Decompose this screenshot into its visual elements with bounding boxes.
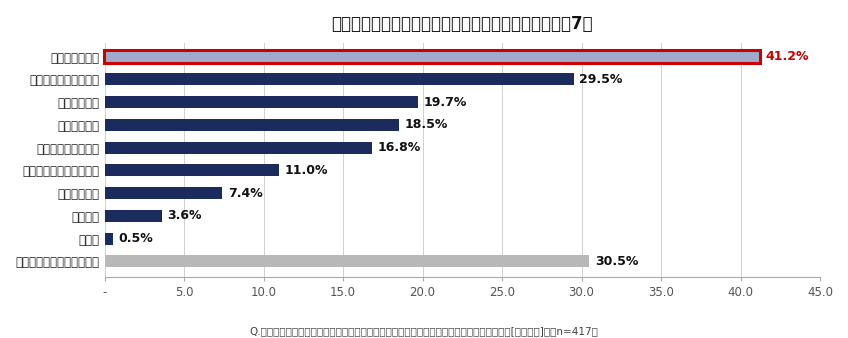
Text: 29.5%: 29.5% — [579, 73, 622, 86]
Text: 7.4%: 7.4% — [228, 187, 263, 200]
Text: 11.0%: 11.0% — [285, 164, 328, 177]
Bar — [104, 73, 573, 85]
Text: 3.6%: 3.6% — [167, 209, 202, 222]
Text: Q.【休み明けの仕事の日】に強く感じる症状として当てはまるものを全てお選びください。[複数回答]　（n=417）: Q.【休み明けの仕事の日】に強く感じる症状として当てはまるものを全てお選びくださ… — [249, 326, 599, 336]
Bar — [104, 164, 280, 176]
Title: 「休み明けの仕事の日」に不調や症状を感じる人は約7割: 「休み明けの仕事の日」に不調や症状を感じる人は約7割 — [332, 15, 593, 33]
Text: 18.5%: 18.5% — [404, 118, 448, 131]
Text: 16.8%: 16.8% — [377, 141, 421, 154]
Bar — [104, 96, 418, 108]
Bar — [104, 210, 162, 222]
Bar — [104, 119, 399, 131]
Bar — [104, 187, 222, 199]
Text: 19.7%: 19.7% — [423, 96, 466, 108]
Text: 0.5%: 0.5% — [118, 232, 153, 245]
Bar — [104, 51, 760, 63]
Text: 30.5%: 30.5% — [595, 255, 639, 268]
Bar — [104, 142, 371, 153]
Bar — [104, 256, 589, 267]
Bar — [104, 233, 113, 244]
Text: 41.2%: 41.2% — [765, 50, 809, 63]
